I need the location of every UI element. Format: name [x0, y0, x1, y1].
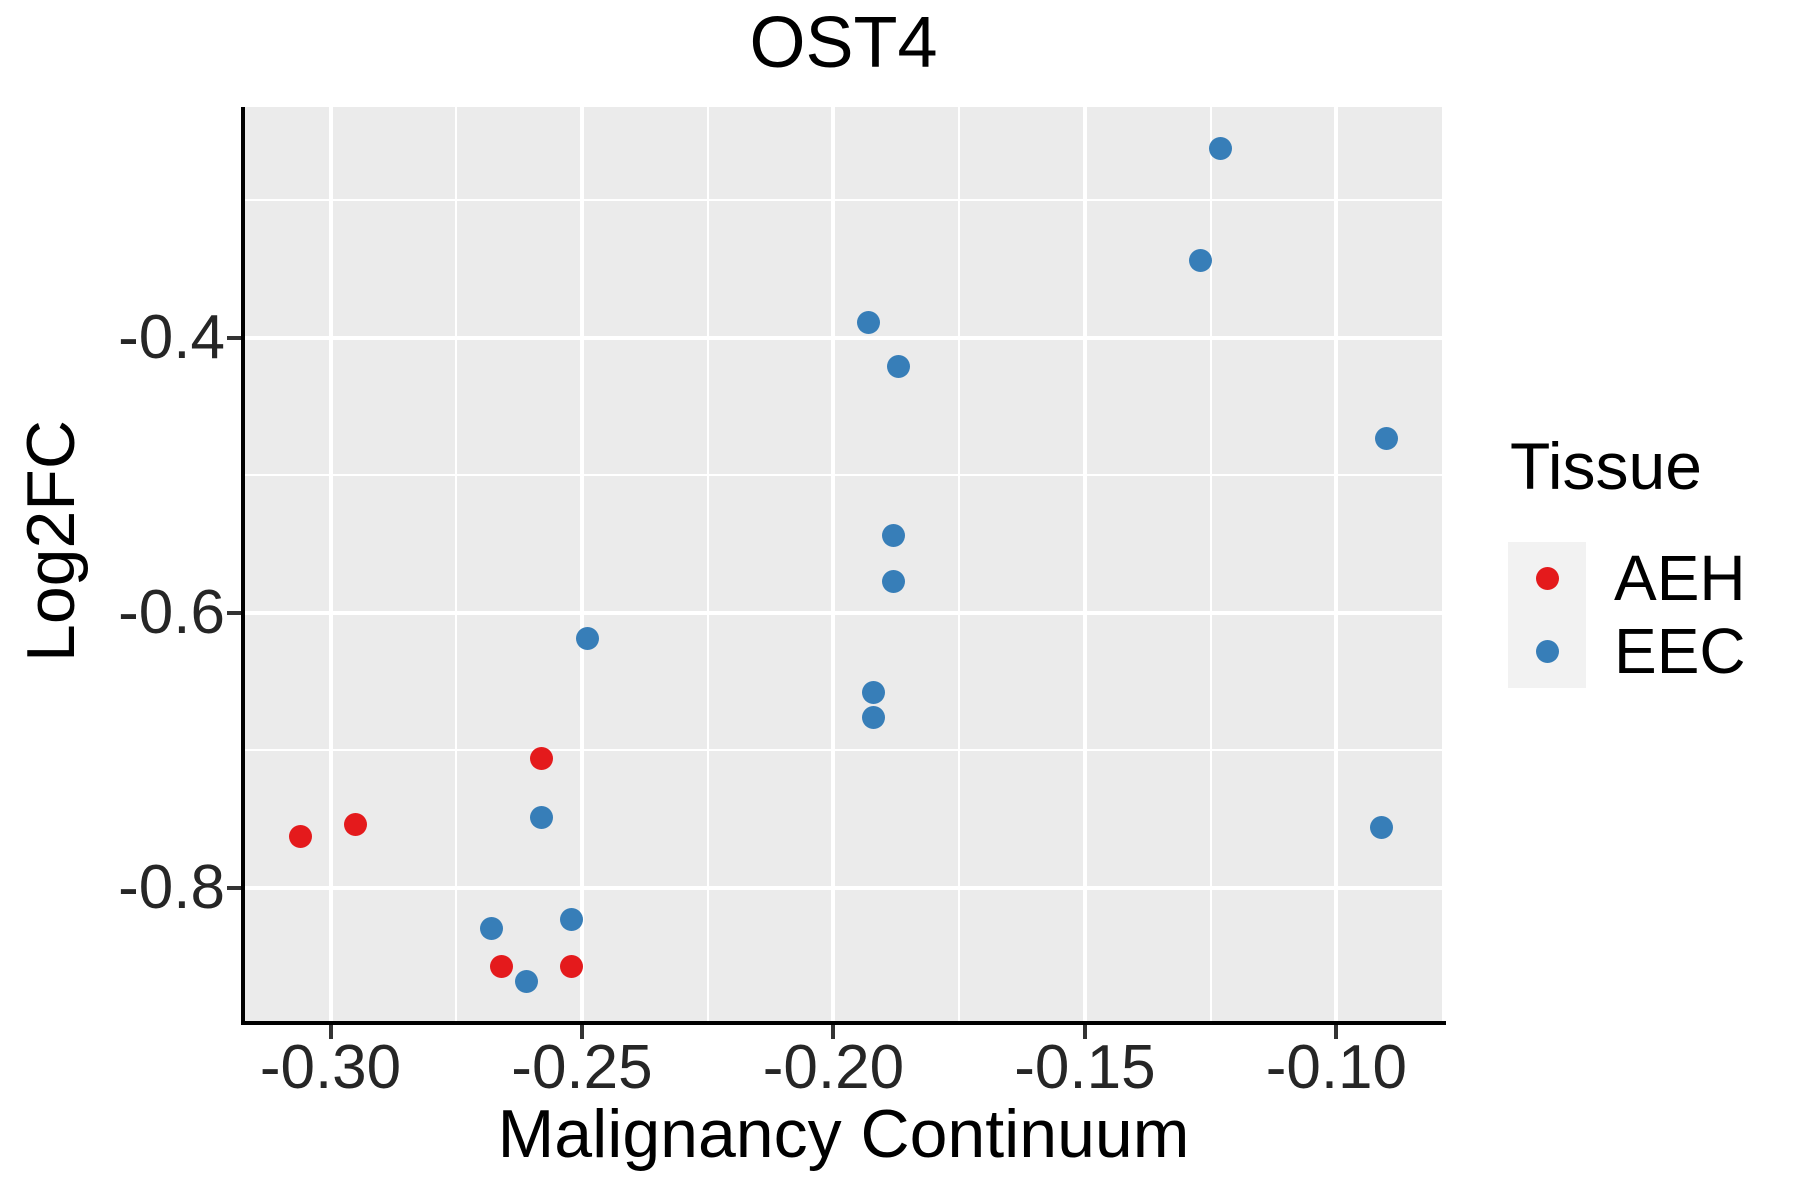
- eec-data-point: [530, 806, 554, 830]
- eec-data-point: [1370, 815, 1394, 839]
- x-tick-label: -0.20: [762, 1033, 905, 1102]
- y-tick-label: -0.4: [118, 302, 225, 372]
- y-tick-label: -0.8: [118, 852, 225, 922]
- y-minor-gridline: [245, 749, 1442, 752]
- legend-item-label: AEH: [1614, 542, 1746, 614]
- x-tick-mark: [831, 1025, 836, 1039]
- x-major-gridline: [831, 107, 836, 1021]
- eec-data-point: [560, 907, 584, 931]
- plot-panel: [245, 107, 1442, 1021]
- eec-data-point: [1209, 136, 1233, 160]
- x-major-gridline: [579, 107, 584, 1021]
- x-axis-title: Malignancy Continuum: [497, 1096, 1190, 1172]
- y-axis-title: Log2FC: [13, 420, 89, 662]
- eec-data-point: [1189, 249, 1213, 273]
- plot-title: OST4: [749, 3, 938, 83]
- aeh-data-point: [560, 954, 584, 978]
- x-tick-label: -0.15: [1014, 1033, 1156, 1102]
- aeh-point-icon: [1536, 567, 1559, 590]
- eec-data-point: [479, 917, 503, 941]
- x-major-gridline: [1334, 107, 1339, 1021]
- legend-item-label: EEC: [1614, 615, 1746, 687]
- x-minor-gridline: [1209, 107, 1212, 1021]
- eec-data-point: [862, 705, 886, 729]
- eec-data-point: [887, 355, 911, 379]
- eec-data-point: [857, 311, 881, 335]
- legend: Tissue AEH EEC: [1508, 428, 1746, 688]
- legend-item-aeh: AEH: [1508, 542, 1746, 615]
- x-major-gridline: [1082, 107, 1087, 1021]
- y-major-gridline: [245, 885, 1442, 890]
- y-tick-label: -0.6: [118, 577, 225, 647]
- legend-key-background: [1508, 542, 1586, 688]
- legend-title: Tissue: [1510, 429, 1702, 503]
- x-tick-label: -0.10: [1265, 1033, 1408, 1102]
- y-tick-mark: [227, 610, 241, 615]
- eec-data-point: [882, 569, 906, 593]
- x-major-gridline: [328, 107, 333, 1021]
- x-minor-gridline: [455, 107, 458, 1021]
- eec-data-point: [882, 524, 906, 548]
- y-tick-mark: [227, 335, 241, 340]
- x-tick-mark: [328, 1025, 333, 1039]
- x-tick-mark: [579, 1025, 584, 1039]
- aeh-data-point: [490, 954, 513, 978]
- x-tick-label: -0.30: [259, 1033, 402, 1102]
- x-tick-label: -0.25: [511, 1033, 653, 1102]
- x-minor-gridline: [706, 107, 709, 1021]
- y-tick-mark: [227, 885, 241, 890]
- y-minor-gridline: [245, 199, 1442, 202]
- eec-data-point: [515, 969, 539, 993]
- y-major-gridline: [245, 335, 1442, 340]
- x-minor-gridline: [958, 107, 961, 1021]
- eec-data-point: [575, 627, 599, 651]
- aeh-data-point: [288, 825, 312, 849]
- aeh-data-point: [344, 812, 368, 836]
- x-tick-mark: [1334, 1025, 1339, 1039]
- eec-point-icon: [1536, 640, 1559, 663]
- y-minor-gridline: [245, 474, 1442, 477]
- y-major-gridline: [245, 610, 1442, 615]
- aeh-data-point: [530, 746, 554, 770]
- eec-data-point: [1375, 426, 1399, 450]
- eec-data-point: [862, 681, 886, 704]
- legend-keys: AEH EEC: [1508, 542, 1746, 688]
- legend-item-eec: EEC: [1508, 615, 1746, 688]
- y-axis-line: [241, 107, 245, 1025]
- x-tick-mark: [1082, 1025, 1087, 1039]
- x-axis-line: [241, 1021, 1446, 1025]
